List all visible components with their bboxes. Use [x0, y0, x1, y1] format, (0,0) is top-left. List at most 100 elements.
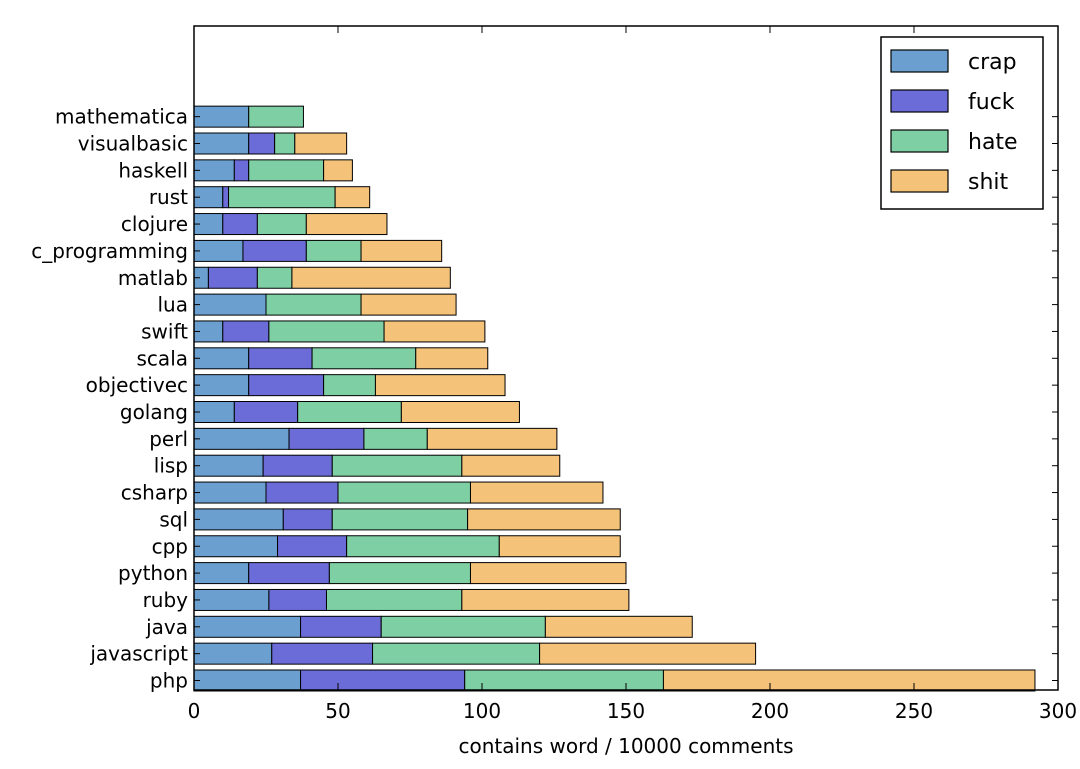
y-tick-label-csharp: csharp — [121, 481, 188, 505]
bar-javascript-fuck — [271, 642, 374, 665]
bar-csharp-shit — [469, 481, 604, 504]
bar-golang-hate — [297, 401, 402, 423]
bar-mathematica-hate — [248, 105, 304, 128]
bar-c_programming-hate — [305, 239, 362, 262]
y-tick-label-haskell: haskell — [118, 158, 188, 182]
x-tick-label-250: 250 — [895, 699, 933, 723]
bar-mathematica-crap — [193, 105, 250, 128]
bar-scala-crap — [193, 347, 250, 370]
bar-java-fuck — [300, 615, 382, 638]
bar-c_programming-crap — [193, 239, 244, 262]
bar-csharp-fuck — [265, 481, 339, 504]
bar-lua-crap — [193, 293, 267, 316]
bars-group — [193, 105, 1036, 692]
plot-frame — [193, 25, 1059, 691]
y-tick-label-matlab: matlab — [118, 266, 188, 290]
bar-golang-fuck — [233, 401, 299, 423]
bar-matlab-fuck — [207, 266, 258, 289]
bar-c_programming-shit — [360, 239, 443, 262]
bar-matlab-shit — [291, 266, 451, 289]
bar-sql-hate — [331, 508, 469, 531]
y-tick-label-visualbasic: visualbasic — [78, 132, 188, 156]
legend-swatch-shit — [890, 169, 949, 193]
legend: crap fuck hate shit — [880, 36, 1044, 210]
bar-perl-fuck — [288, 427, 365, 450]
y-tick-label-scala: scala — [137, 346, 188, 370]
legend-swatch-hate — [890, 129, 949, 153]
bar-visualbasic-crap — [193, 132, 250, 155]
bar-clojure-hate — [256, 213, 307, 236]
bar-python-shit — [469, 562, 627, 585]
bar-php-fuck — [300, 669, 466, 692]
bar-java-crap — [193, 615, 302, 638]
y-tick-label-c_programming: c_programming — [31, 239, 188, 263]
bar-c_programming-fuck — [242, 239, 307, 262]
bar-haskell-hate — [248, 159, 325, 182]
bar-golang-crap — [193, 401, 235, 423]
bar-python-hate — [328, 562, 471, 585]
bar-java-hate — [380, 615, 546, 638]
bar-swift-fuck — [222, 320, 270, 343]
legend-swatch-crap — [890, 49, 949, 73]
bar-rust-hate — [228, 186, 336, 209]
bar-ruby-shit — [461, 588, 630, 611]
bar-perl-shit — [426, 427, 558, 450]
y-tick-label-cpp: cpp — [152, 534, 188, 558]
y-tick-label-php: php — [150, 669, 188, 693]
bar-scala-fuck — [248, 347, 313, 370]
y-tick-label-sql: sql — [159, 507, 188, 531]
x-tick-label-150: 150 — [607, 699, 645, 723]
legend-label-crap: crap — [968, 50, 1017, 75]
y-tick-label-rust: rust — [149, 185, 188, 209]
y-tick-label-perl: perl — [149, 427, 188, 451]
bar-csharp-hate — [337, 481, 471, 504]
y-tick-label-swift: swift — [141, 319, 188, 343]
bar-lisp-shit — [461, 454, 561, 477]
bar-javascript-hate — [372, 642, 541, 665]
bar-cpp-hate — [346, 535, 500, 558]
bar-lisp-hate — [331, 454, 463, 477]
x-axis: 0 50 100 150 200 250 300 — [188, 26, 1077, 723]
bar-objectivec-hate — [323, 374, 376, 397]
y-tick-label-golang: golang — [120, 400, 188, 424]
bar-php-crap — [193, 669, 302, 692]
bar-rust-shit — [334, 186, 371, 209]
bar-lisp-crap — [193, 454, 264, 477]
bar-cpp-crap — [193, 535, 279, 558]
bar-visualbasic-shit — [294, 132, 348, 155]
bar-javascript-crap — [193, 642, 273, 665]
y-tick-label-ruby: ruby — [143, 588, 189, 612]
y-tick-label-java: java — [145, 615, 188, 639]
bar-clojure-shit — [305, 213, 388, 236]
x-axis-title: contains word / 10000 comments — [458, 734, 793, 758]
x-tick-label-50: 50 — [325, 699, 350, 723]
bar-matlab-hate — [256, 266, 293, 289]
y-tick-label-objectivec: objectivec — [86, 373, 188, 397]
bar-visualbasic-fuck — [248, 132, 276, 155]
bar-csharp-crap — [193, 481, 267, 504]
bar-scala-shit — [415, 347, 489, 370]
bar-scala-hate — [311, 347, 417, 370]
legend-label-shit: shit — [968, 170, 1009, 195]
bar-swift-shit — [383, 320, 486, 343]
x-tick-label-0: 0 — [188, 699, 201, 723]
bar-ruby-crap — [193, 588, 270, 611]
y-tick-label-lua: lua — [158, 293, 189, 317]
bar-sql-fuck — [282, 508, 333, 531]
y-tick-label-python: python — [118, 561, 188, 585]
bar-objectivec-fuck — [248, 374, 325, 397]
y-tick-label-javascript: javascript — [89, 642, 188, 666]
bar-sql-shit — [467, 508, 621, 531]
bar-haskell-crap — [193, 159, 235, 182]
bar-cpp-shit — [498, 535, 621, 558]
bar-ruby-fuck — [268, 588, 327, 611]
bar-golang-shit — [400, 401, 520, 423]
y-tick-label-mathematica: mathematica — [55, 105, 188, 129]
bar-ruby-hate — [325, 588, 463, 611]
legend-label-fuck: fuck — [968, 90, 1015, 115]
y-tick-label-clojure: clojure — [121, 212, 188, 236]
x-tick-label-100: 100 — [463, 699, 501, 723]
x-tick-label-200: 200 — [751, 699, 789, 723]
